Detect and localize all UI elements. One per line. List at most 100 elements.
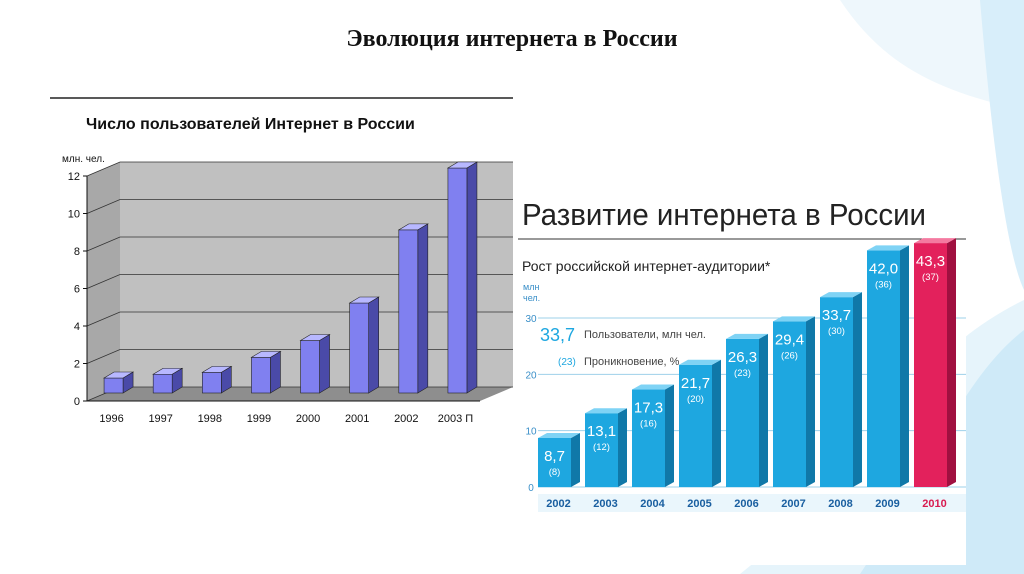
x-tick-label: 2007 (781, 498, 805, 510)
bar-value-label: 29,4 (775, 331, 804, 348)
bar-side (466, 161, 478, 394)
x-tick-label: 2009 (875, 498, 899, 510)
x-tick-label: 2004 (640, 498, 665, 510)
bar-side (571, 432, 580, 487)
y-tick-label: 12 (68, 171, 80, 183)
gridline (86, 161, 513, 177)
bar (632, 384, 674, 487)
bar-penetration-label: (16) (640, 419, 657, 430)
bar-top (102, 371, 135, 379)
bar-top (914, 238, 956, 244)
gridline (86, 349, 513, 364)
bar-front (152, 373, 173, 394)
legend-value-example: 33,7 (540, 325, 575, 345)
bar-front (349, 302, 369, 394)
development-chart-panel: Развитие интернета в России Рост российск… (518, 181, 966, 565)
bar-penetration-label: (36) (875, 279, 892, 290)
bar-front (914, 243, 947, 487)
x-tick-label: 2008 (828, 498, 852, 510)
y-tick-label: 10 (68, 209, 80, 221)
bar-value-label: 43,3 (916, 253, 945, 270)
x-tick-label: 1998 (198, 413, 222, 425)
bar-front (867, 250, 900, 487)
x-tick-label: 2001 (345, 413, 369, 425)
bar-penetration-label: (8) (549, 467, 561, 478)
bar-front (251, 357, 271, 394)
bar-value-label: 42,0 (869, 260, 898, 277)
bar (538, 432, 580, 487)
bar-top (538, 432, 580, 438)
bar (397, 223, 429, 394)
y-tick-label: 4 (74, 321, 80, 333)
x-tick-label: 1999 (247, 413, 271, 425)
x-tick-label: 2003 (593, 498, 617, 510)
development-chart: Развитие интернета в России Рост российск… (518, 197, 966, 512)
bar-value-label: 17,3 (634, 400, 663, 417)
bar-side (947, 238, 956, 487)
bar-penetration-label: (30) (828, 326, 845, 337)
gridline (86, 274, 513, 289)
chart1-title: Число пользователей Интернет в России (86, 116, 415, 133)
x-tick-label: 1997 (148, 413, 172, 425)
chart2-ylabel: млн (523, 282, 539, 292)
bar-top (201, 366, 233, 373)
bar (820, 292, 862, 487)
y-tick-label: 0 (74, 396, 80, 408)
bar (348, 296, 380, 394)
bar-top (820, 292, 862, 298)
bar (585, 408, 627, 487)
bar-value-label: 8,7 (544, 448, 565, 465)
bar-front (773, 321, 806, 487)
bar (867, 245, 909, 487)
bar-front (398, 229, 419, 394)
bar-top (773, 316, 815, 322)
bar-front (300, 340, 320, 394)
bar-top (867, 245, 909, 251)
x-tick-label: 1996 (99, 413, 123, 425)
bar (152, 367, 184, 394)
chart2-subtitle: Рост российской интернет-аудитории* (522, 258, 771, 274)
y-tick-label: 2 (74, 359, 80, 371)
bar-front (103, 377, 124, 394)
bar-top (632, 384, 674, 390)
gridline (86, 236, 513, 252)
bar (726, 333, 768, 487)
bar (914, 238, 956, 487)
bar-side (712, 359, 721, 487)
bar-front (538, 437, 571, 487)
bar-value-label: 33,7 (822, 307, 851, 324)
bar-front (447, 167, 468, 394)
bar (250, 350, 282, 394)
bar-top (299, 334, 331, 341)
bar-top (152, 367, 184, 375)
bar-front (632, 389, 665, 487)
bar-front (726, 338, 759, 487)
bar-penetration-label: (23) (734, 368, 751, 379)
bar-top (397, 223, 429, 231)
slide-title: Эволюция интернета в России (346, 26, 678, 52)
bar (299, 333, 331, 394)
bar-side (319, 333, 330, 394)
bar-side (618, 408, 627, 487)
chart1-ylabel: млн. чел. (62, 154, 105, 165)
bar-top (250, 351, 282, 358)
legend-pct-example: (23) (558, 357, 576, 368)
bar (201, 365, 233, 394)
x-tick-label: 2002 (546, 498, 570, 510)
x-tick-label: 2006 (734, 498, 758, 510)
bar-side (806, 316, 815, 487)
bar-side (417, 223, 429, 394)
bar-penetration-label: (12) (593, 442, 610, 453)
x-tick-label: 2010 (922, 498, 946, 510)
users-chart-panel: Число пользователей Интернет в России млн… (50, 96, 513, 429)
legend-value-text: Пользователи, млн чел. (584, 329, 706, 341)
x-tick-label: 2005 (687, 498, 711, 510)
y-tick-label: 8 (74, 246, 80, 258)
x-tick-label: 2003 П (438, 413, 474, 425)
y-tick-label: 6 (74, 284, 80, 296)
bar-penetration-label: (26) (781, 350, 798, 361)
bar-top (679, 359, 721, 365)
bar-value-label: 26,3 (728, 349, 757, 366)
bar (773, 316, 815, 487)
chart2-ylabel: чел. (523, 293, 540, 303)
